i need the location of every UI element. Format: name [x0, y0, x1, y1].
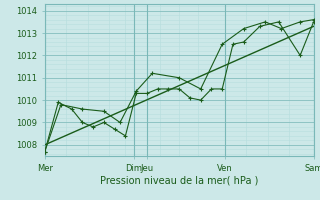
X-axis label: Pression niveau de la mer( hPa ): Pression niveau de la mer( hPa )	[100, 175, 258, 185]
